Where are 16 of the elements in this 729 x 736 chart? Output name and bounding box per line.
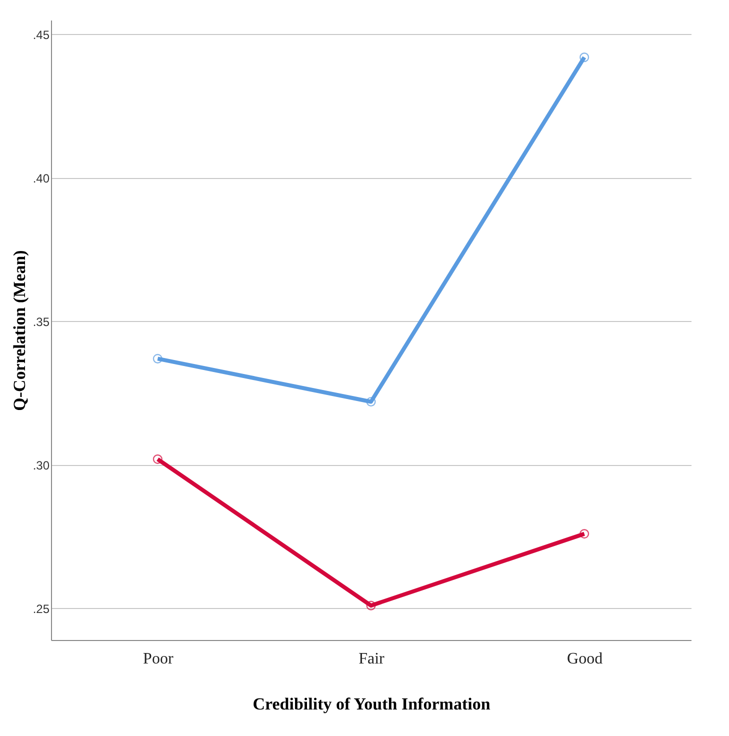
point	[580, 52, 590, 62]
x-tick-label: Good	[567, 650, 603, 668]
y-tick-label: .35	[32, 314, 50, 329]
y-tick-label: .30	[32, 458, 50, 472]
point	[580, 529, 590, 539]
x-tick-label: Poor	[143, 650, 174, 668]
point	[366, 600, 376, 610]
point	[366, 396, 376, 407]
point	[152, 454, 162, 464]
point	[152, 354, 162, 364]
y-tick-label: .40	[32, 171, 50, 186]
y-tick-label: .45	[32, 28, 50, 42]
y-tick-label: .25	[32, 602, 50, 616]
x-tick-label: Fair	[358, 650, 386, 668]
x-axis-title: Credibility of Youth Information	[252, 694, 491, 714]
y-axis-title: Q-Correlation (Mean)	[10, 250, 29, 411]
